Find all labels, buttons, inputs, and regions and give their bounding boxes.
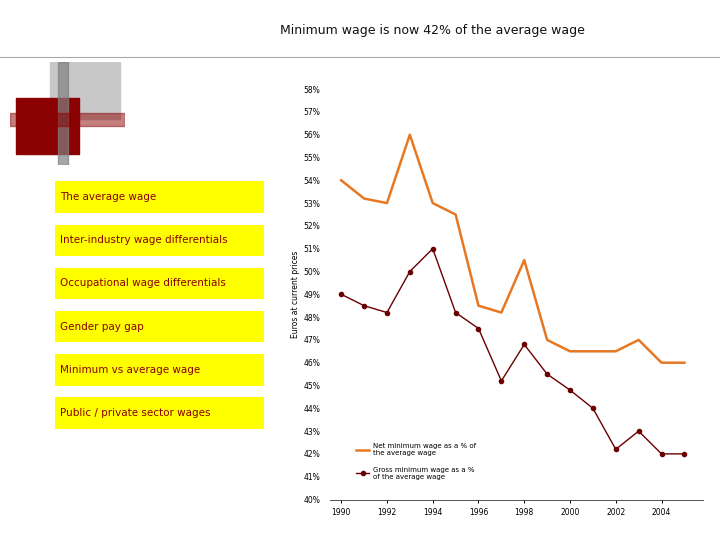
Text: Gender pay gap: Gender pay gap — [60, 322, 144, 332]
Legend: Net minimum wage as a % of
the average wage, Gross minimum wage as a %
of the av: Net minimum wage as a % of the average w… — [356, 443, 476, 480]
Text: Minimum wage is now 42% of the average wage: Minimum wage is now 42% of the average w… — [279, 24, 585, 37]
Text: Inter-industry wage differentials: Inter-industry wage differentials — [60, 235, 228, 245]
Bar — [16, 98, 79, 154]
Text: Minimum vs average wage: Minimum vs average wage — [60, 365, 201, 375]
Bar — [50, 62, 120, 119]
Text: Occupational wage differentials: Occupational wage differentials — [60, 279, 226, 288]
Bar — [58, 62, 68, 165]
Y-axis label: Euros at current prices: Euros at current prices — [292, 251, 300, 338]
Text: The average wage: The average wage — [60, 192, 157, 202]
Bar — [10, 113, 125, 126]
Text: Public / private sector wages: Public / private sector wages — [60, 408, 211, 418]
